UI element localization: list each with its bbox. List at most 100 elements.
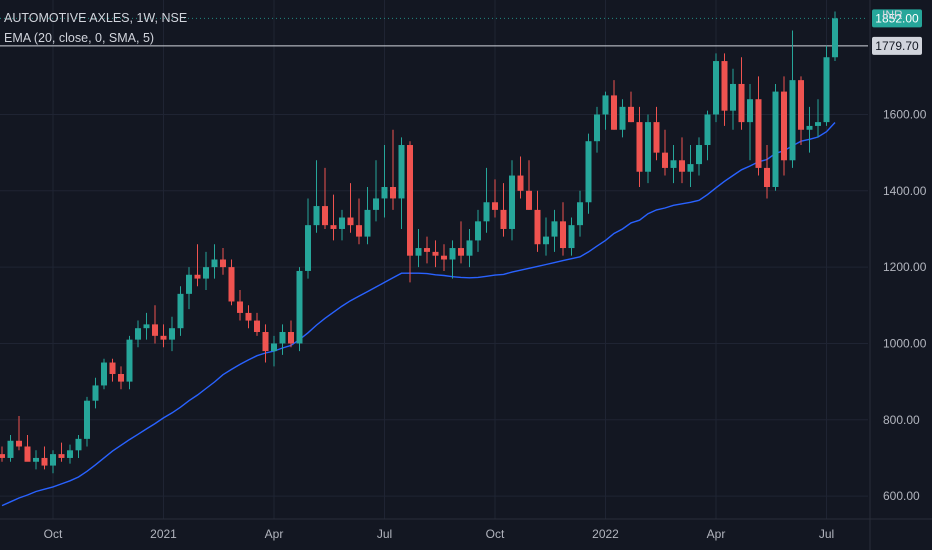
candle-7[interactable] (58, 442, 65, 462)
candle-41[interactable] (347, 183, 354, 233)
candle-17[interactable] (143, 312, 150, 340)
candle-63[interactable] (534, 190, 541, 252)
candle-10[interactable] (84, 396, 90, 447)
horizontal-line-layer[interactable] (0, 17, 868, 47)
candle-91[interactable] (772, 83, 779, 191)
candle-69[interactable] (585, 133, 592, 214)
candle-5[interactable] (41, 446, 48, 470)
candle-38[interactable] (322, 167, 328, 229)
candle-45[interactable] (381, 145, 388, 218)
candle-83[interactable] (704, 110, 711, 161)
symbol-title[interactable]: AUTOMOTIVE AXLES, 1W, NSE (4, 11, 188, 25)
candle-21[interactable] (177, 286, 184, 336)
candle-25[interactable] (211, 244, 218, 279)
candle-95[interactable] (806, 106, 813, 153)
candle-56[interactable] (475, 209, 481, 252)
time-axis[interactable]: Oct 2021 Apr Jul Oct 2022 Apr Jul (44, 527, 835, 541)
candle-66[interactable] (560, 202, 566, 256)
candle-60[interactable] (509, 160, 515, 241)
ema-indicator-label[interactable]: EMA (20, close, 0, SMA, 5) (4, 31, 155, 45)
candle-96[interactable] (815, 99, 821, 138)
candle-84[interactable] (713, 53, 719, 123)
price-axis[interactable]: 600.00 800.00 1000.00 1200.00 1400.00 1600.00 (883, 107, 927, 503)
candle-13[interactable] (109, 358, 116, 382)
candle-74[interactable] (628, 91, 634, 123)
candle-44[interactable] (373, 160, 379, 222)
candle-54[interactable] (458, 221, 464, 264)
candle-48[interactable] (407, 141, 413, 283)
candle-92[interactable] (781, 76, 787, 176)
candle-52[interactable] (441, 244, 447, 271)
candle-59[interactable] (500, 183, 507, 237)
candle-22[interactable] (186, 267, 192, 310)
candle-30[interactable] (254, 312, 260, 336)
candle-4[interactable] (33, 450, 39, 470)
candle-3[interactable] (24, 435, 31, 462)
candle-27[interactable] (228, 259, 235, 306)
candle-40[interactable] (339, 209, 345, 241)
candle-11[interactable] (92, 377, 99, 409)
candle-75[interactable] (636, 106, 643, 187)
candle-31[interactable] (262, 324, 269, 363)
candle-43[interactable] (364, 186, 371, 245)
candle-34[interactable] (288, 320, 294, 348)
candle-62[interactable] (526, 160, 532, 210)
candle-14[interactable] (118, 366, 124, 390)
candle-12[interactable] (101, 358, 107, 390)
candle-68[interactable] (577, 190, 583, 237)
candle-0[interactable] (0, 446, 5, 462)
candle-50[interactable] (424, 236, 430, 264)
candle-90[interactable] (764, 145, 770, 199)
candle-77[interactable] (653, 106, 660, 161)
candle-67[interactable] (568, 217, 575, 256)
candle-51[interactable] (432, 240, 439, 268)
candle-57[interactable] (483, 167, 490, 233)
candle-37[interactable] (313, 160, 320, 233)
candle-6[interactable] (50, 450, 56, 474)
candle-23[interactable] (194, 244, 201, 287)
candle-36[interactable] (305, 198, 311, 279)
candle-72[interactable] (611, 80, 617, 130)
candle-65[interactable] (551, 209, 558, 252)
candle-9[interactable] (75, 435, 82, 458)
candles-layer[interactable] (0, 11, 838, 474)
candle-1[interactable] (7, 435, 14, 462)
candle-55[interactable] (466, 228, 473, 268)
candle-93[interactable] (789, 30, 796, 168)
candle-88[interactable] (747, 83, 753, 161)
candle-2[interactable] (16, 415, 22, 451)
candle-49[interactable] (415, 228, 422, 268)
candle-78[interactable] (662, 129, 668, 176)
candle-8[interactable] (67, 444, 73, 464)
candle-20[interactable] (169, 316, 175, 352)
candle-47[interactable] (398, 137, 405, 229)
candle-98[interactable] (832, 11, 838, 62)
candle-70[interactable] (594, 106, 600, 153)
candle-33[interactable] (279, 324, 286, 355)
candle-16[interactable] (135, 320, 141, 348)
candle-71[interactable] (602, 91, 609, 130)
candle-39[interactable] (330, 194, 337, 241)
candle-89[interactable] (755, 76, 762, 176)
candle-79[interactable] (670, 145, 677, 184)
candle-86[interactable] (730, 68, 736, 130)
candle-32[interactable] (271, 335, 277, 367)
candle-61[interactable] (517, 156, 524, 199)
candle-28[interactable] (237, 290, 243, 321)
candle-58[interactable] (492, 179, 498, 218)
candle-85[interactable] (721, 53, 728, 126)
candle-73[interactable] (619, 99, 626, 138)
candle-19[interactable] (160, 324, 167, 348)
candle-53[interactable] (449, 240, 456, 279)
candle-18[interactable] (152, 305, 158, 344)
candle-46[interactable] (390, 129, 396, 210)
candle-80[interactable] (679, 137, 685, 184)
candle-35[interactable] (296, 267, 303, 352)
candle-15[interactable] (126, 335, 133, 390)
candle-76[interactable] (645, 114, 651, 184)
candle-42[interactable] (356, 198, 362, 245)
candle-94[interactable] (798, 76, 804, 146)
candle-87[interactable] (738, 57, 745, 130)
candle-26[interactable] (220, 248, 226, 275)
candle-81[interactable] (687, 145, 694, 187)
